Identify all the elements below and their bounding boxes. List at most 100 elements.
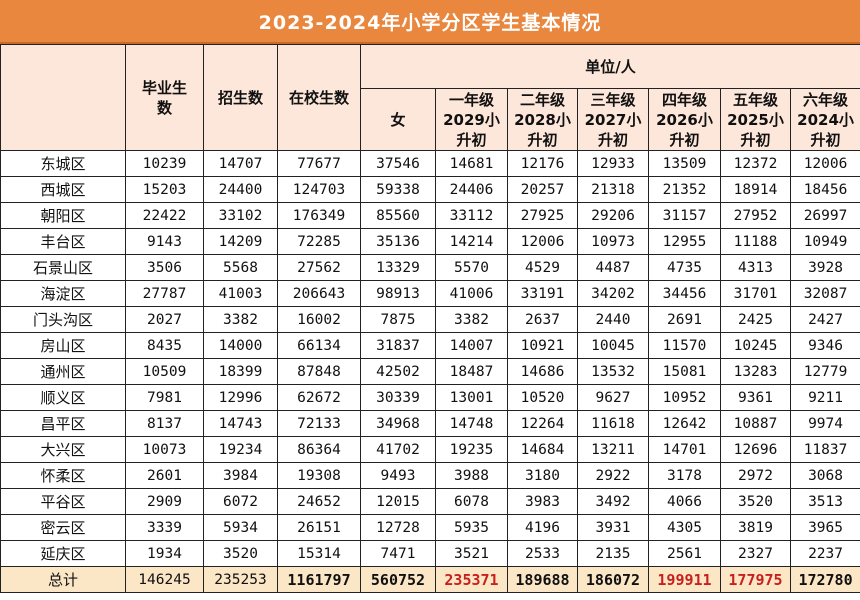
cell-grade-1: 3988 xyxy=(435,462,508,489)
cell-district: 石景山区 xyxy=(0,254,126,281)
header-grade-1: 一年级2029小升初 xyxy=(435,88,508,151)
cell-district: 大兴区 xyxy=(0,436,126,463)
table-row: 海淀区 27787 41003 206643 98913 41006 33191 34202 3… xyxy=(0,280,860,307)
header-grade-6: 六年级2024小升初 xyxy=(789,88,860,151)
cell-grade-1: 13001 xyxy=(435,384,508,411)
cell-grade-2: 12264 xyxy=(507,410,578,437)
cell-female: 30339 xyxy=(360,384,436,411)
cell-graduates: 9143 xyxy=(125,228,204,255)
cell-grade-4: 12955 xyxy=(648,228,721,255)
cell-grade-2: 27925 xyxy=(507,202,578,229)
cell-graduates: 2909 xyxy=(125,488,204,515)
cell-graduates: 10073 xyxy=(125,436,204,463)
cell-grade-5: 2972 xyxy=(720,462,791,489)
cell-grade-2: 4529 xyxy=(507,254,578,281)
cell-grade-4: 4066 xyxy=(648,488,721,515)
cell-enrolled: 12996 xyxy=(203,384,278,411)
cell-grade-4: 4305 xyxy=(648,514,721,541)
cell-in-school: 16002 xyxy=(277,306,361,333)
cell-enrolled: 33102 xyxy=(203,202,278,229)
table-row: 通州区 10509 18399 87848 42502 18487 14686 13532 15… xyxy=(0,358,860,385)
cell-district: 平谷区 xyxy=(0,488,126,515)
cell-female: 42502 xyxy=(360,358,436,385)
cell-grade-4: 15081 xyxy=(648,358,721,385)
cell-grade-2: 14686 xyxy=(507,358,578,385)
cell-grade-6: 10949 xyxy=(789,228,860,255)
cell-grade-6: 32087 xyxy=(789,280,860,307)
cell-grade-3: 9627 xyxy=(577,384,649,411)
cell-enrolled: 14000 xyxy=(203,332,278,359)
header-graduates: 毕业生数 xyxy=(125,44,204,151)
cell-in-school: 72133 xyxy=(277,410,361,437)
cell-grade-3: 13211 xyxy=(577,436,649,463)
cell-in-school: 26151 xyxy=(277,514,361,541)
cell-enrolled: 3984 xyxy=(203,462,278,489)
cell-enrolled: 19234 xyxy=(203,436,278,463)
total-district: 总计 xyxy=(0,566,126,593)
cell-district: 海淀区 xyxy=(0,280,126,307)
cell-grade-2: 10921 xyxy=(507,332,578,359)
cell-grade-6: 2427 xyxy=(789,306,860,333)
total-in-school: 1161797 xyxy=(277,566,361,593)
cell-grade-3: 3931 xyxy=(577,514,649,541)
cell-enrolled: 3382 xyxy=(203,306,278,333)
cell-grade-6: 9211 xyxy=(789,384,860,411)
cell-grade-1: 24406 xyxy=(435,176,508,203)
cell-district: 昌平区 xyxy=(0,410,126,437)
cell-grade-6: 2237 xyxy=(789,540,860,567)
cell-grade-5: 2327 xyxy=(720,540,791,567)
header-district xyxy=(0,44,126,151)
cell-grade-1: 14007 xyxy=(435,332,508,359)
cell-in-school: 176349 xyxy=(277,202,361,229)
cell-grade-6: 3513 xyxy=(789,488,860,515)
cell-grade-4: 21352 xyxy=(648,176,721,203)
cell-enrolled: 24400 xyxy=(203,176,278,203)
cell-grade-5: 10887 xyxy=(720,410,791,437)
cell-in-school: 124703 xyxy=(277,176,361,203)
cell-female: 7471 xyxy=(360,540,436,567)
cell-grade-5: 9361 xyxy=(720,384,791,411)
total-grade-3: 186072 xyxy=(577,566,649,593)
cell-in-school: 72285 xyxy=(277,228,361,255)
table-row: 丰台区 9143 14209 72285 35136 14214 12006 10973 129… xyxy=(0,228,860,255)
cell-grade-6: 9346 xyxy=(789,332,860,359)
total-grade-1: 235371 xyxy=(435,566,508,593)
cell-district: 顺义区 xyxy=(0,384,126,411)
cell-grade-6: 18456 xyxy=(789,176,860,203)
cell-grade-5: 18914 xyxy=(720,176,791,203)
table-row: 延庆区 1934 3520 15314 7471 3521 2533 2135 2561 2327… xyxy=(0,540,860,567)
table-row: 房山区 8435 14000 66134 31837 14007 10921 10045 115… xyxy=(0,332,860,359)
cell-enrolled: 5568 xyxy=(203,254,278,281)
cell-grade-5: 13283 xyxy=(720,358,791,385)
cell-graduates: 3506 xyxy=(125,254,204,281)
cell-graduates: 7981 xyxy=(125,384,204,411)
cell-enrolled: 14209 xyxy=(203,228,278,255)
cell-grade-3: 4487 xyxy=(577,254,649,281)
cell-grade-2: 20257 xyxy=(507,176,578,203)
header-grade-4: 四年级2026小升初 xyxy=(648,88,721,151)
cell-grade-5: 3520 xyxy=(720,488,791,515)
cell-grade-5: 12372 xyxy=(720,150,791,177)
cell-graduates: 2027 xyxy=(125,306,204,333)
cell-district: 西城区 xyxy=(0,176,126,203)
table-row: 石景山区 3506 5568 27562 13329 5570 4529 4487 4735 43… xyxy=(0,254,860,281)
cell-grade-3: 12933 xyxy=(577,150,649,177)
cell-graduates: 15203 xyxy=(125,176,204,203)
cell-district: 朝阳区 xyxy=(0,202,126,229)
cell-in-school: 86364 xyxy=(277,436,361,463)
cell-grade-6: 12006 xyxy=(789,150,860,177)
cell-graduates: 1934 xyxy=(125,540,204,567)
cell-grade-4: 31157 xyxy=(648,202,721,229)
cell-grade-5: 31701 xyxy=(720,280,791,307)
cell-enrolled: 41003 xyxy=(203,280,278,307)
cell-grade-4: 3178 xyxy=(648,462,721,489)
cell-grade-1: 19235 xyxy=(435,436,508,463)
cell-grade-1: 3521 xyxy=(435,540,508,567)
table-row: 大兴区 10073 19234 86364 41702 19235 14684 13211 14… xyxy=(0,436,860,463)
table-row: 东城区 10239 14707 77677 37546 14681 12176 12933 13… xyxy=(0,150,860,177)
total-row: 总计 146245 235253 1161797 560752 235371 189688 1… xyxy=(0,566,860,593)
cell-grade-5: 10245 xyxy=(720,332,791,359)
cell-female: 7875 xyxy=(360,306,436,333)
cell-grade-6: 9974 xyxy=(789,410,860,437)
cell-female: 37546 xyxy=(360,150,436,177)
